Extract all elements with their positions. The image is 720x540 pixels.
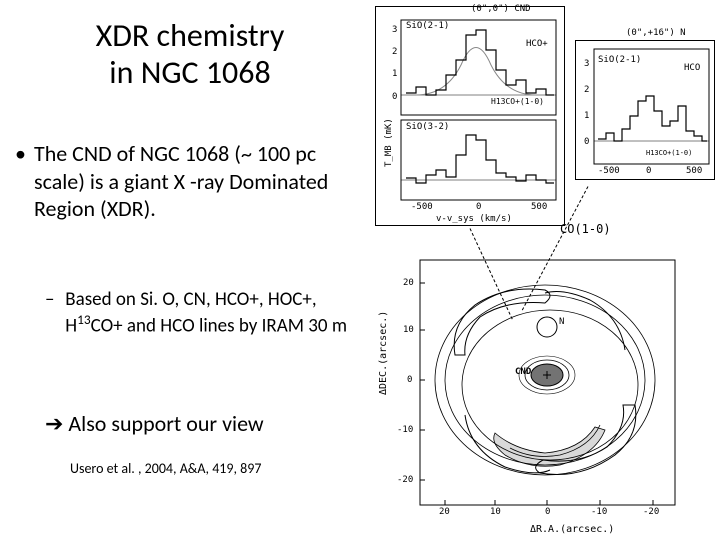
n-xt2: 500 <box>686 166 702 176</box>
map-xt4: -20 <box>643 507 659 517</box>
arrow-text: Also support our view <box>68 410 263 437</box>
cnd-p1-label: SiO(2-1) <box>406 21 449 31</box>
n-xt0: -500 <box>598 166 620 176</box>
bullet-sub: – Based on Si. O, CN, HCO+, HOC+, H13CO+… <box>45 288 365 338</box>
cnd-xt2: 500 <box>531 202 547 212</box>
cnd-xlabel: v-v_sys (km/s) <box>436 214 512 224</box>
n-yt3: 3 <box>584 59 589 69</box>
n-yt2: 2 <box>584 85 589 95</box>
bullet-sub-text: Based on Si. O, CN, HCO+, HOC+, H13CO+ a… <box>65 288 360 338</box>
spectra-cnd-header: (0",0") CND <box>471 4 531 14</box>
cnd-p2-label: SiO(3-2) <box>406 122 449 132</box>
map-ylabel: ΔDEC.(arcsec.) <box>378 311 389 395</box>
n-yt1: 1 <box>584 111 589 121</box>
map-xt3: -10 <box>591 507 607 517</box>
spectra-cnd: (0",0") CND SiO(2-1) HCO+ SiO(3-2) H13CO… <box>375 6 565 226</box>
cnd-p2-right: H13CO+(1-0) <box>491 97 544 106</box>
map-xt1: 10 <box>490 507 501 517</box>
n-label-bottom: H13CO+(1-0) <box>646 149 692 157</box>
map-xt0: 20 <box>439 507 450 517</box>
spectra-north: (0",+16") N SiO(2-1) HCO H13CO+(1-0) -50… <box>575 40 715 180</box>
arrow-conclusion: ➔ Also support our view <box>45 410 264 437</box>
map-yt0: -20 <box>397 475 413 485</box>
cnd-yt-t0: 0 <box>392 92 397 102</box>
map-yt1: -10 <box>397 425 413 435</box>
cnd-ylabel: T_MB (mK) <box>384 118 394 167</box>
title-line-1: XDR chemistry <box>96 16 285 55</box>
title-line-2: in NGC 1068 <box>109 53 270 92</box>
bullet-dash: – <box>45 288 61 312</box>
spectra-cnd-panel1 <box>376 15 566 125</box>
bullet-main-text: The CND of NGC 1068 (~ 100 pc scale) is … <box>34 140 369 223</box>
map-yt3: 10 <box>403 325 414 335</box>
map-yt4: 20 <box>403 278 414 288</box>
bullet-dot: • <box>15 140 29 168</box>
n-xt1: 0 <box>646 166 651 176</box>
n-label-left: SiO(2-1) <box>598 55 641 65</box>
spectra-cnd-panel2 <box>376 115 566 215</box>
sub-suffix: CO+ and HCO lines by IRAM 30 m <box>91 314 347 337</box>
cnd-xt0: -500 <box>411 202 433 212</box>
map-xlabel: ΔR.A.(arcsec.) <box>530 524 614 535</box>
n-yt0: 0 <box>584 137 589 147</box>
cnd-yt-t2: 2 <box>392 47 397 57</box>
co-map: CND N 20 10 0 -10 -20 -20 -10 0 10 20 <box>395 255 695 530</box>
spectra-n-header: (0",+16") N <box>626 28 686 38</box>
bullet-main: • The CND of NGC 1068 (~ 100 pc scale) i… <box>15 140 370 223</box>
map-yt2: 0 <box>407 375 412 385</box>
map-cnd-label: CND <box>515 367 531 377</box>
n-label-right: HCO <box>684 63 700 73</box>
right-arrow-icon: ➔ <box>45 411 63 436</box>
cnd-yt-t3: 3 <box>392 25 397 35</box>
co-map-svg <box>395 255 695 530</box>
map-xt2: 0 <box>545 507 550 517</box>
slide-title: XDR chemistry in NGC 1068 <box>25 18 355 92</box>
map-n-label: N <box>559 317 564 327</box>
citation: Usero et al. , 2004, A&A, 419, 897 <box>70 460 261 477</box>
sub-sup: 13 <box>77 311 90 328</box>
cnd-xt1: 0 <box>476 202 481 212</box>
cnd-yt-t1: 1 <box>392 69 397 79</box>
cnd-p1-right: HCO+ <box>526 39 548 49</box>
spectra-n-svg <box>576 41 716 181</box>
